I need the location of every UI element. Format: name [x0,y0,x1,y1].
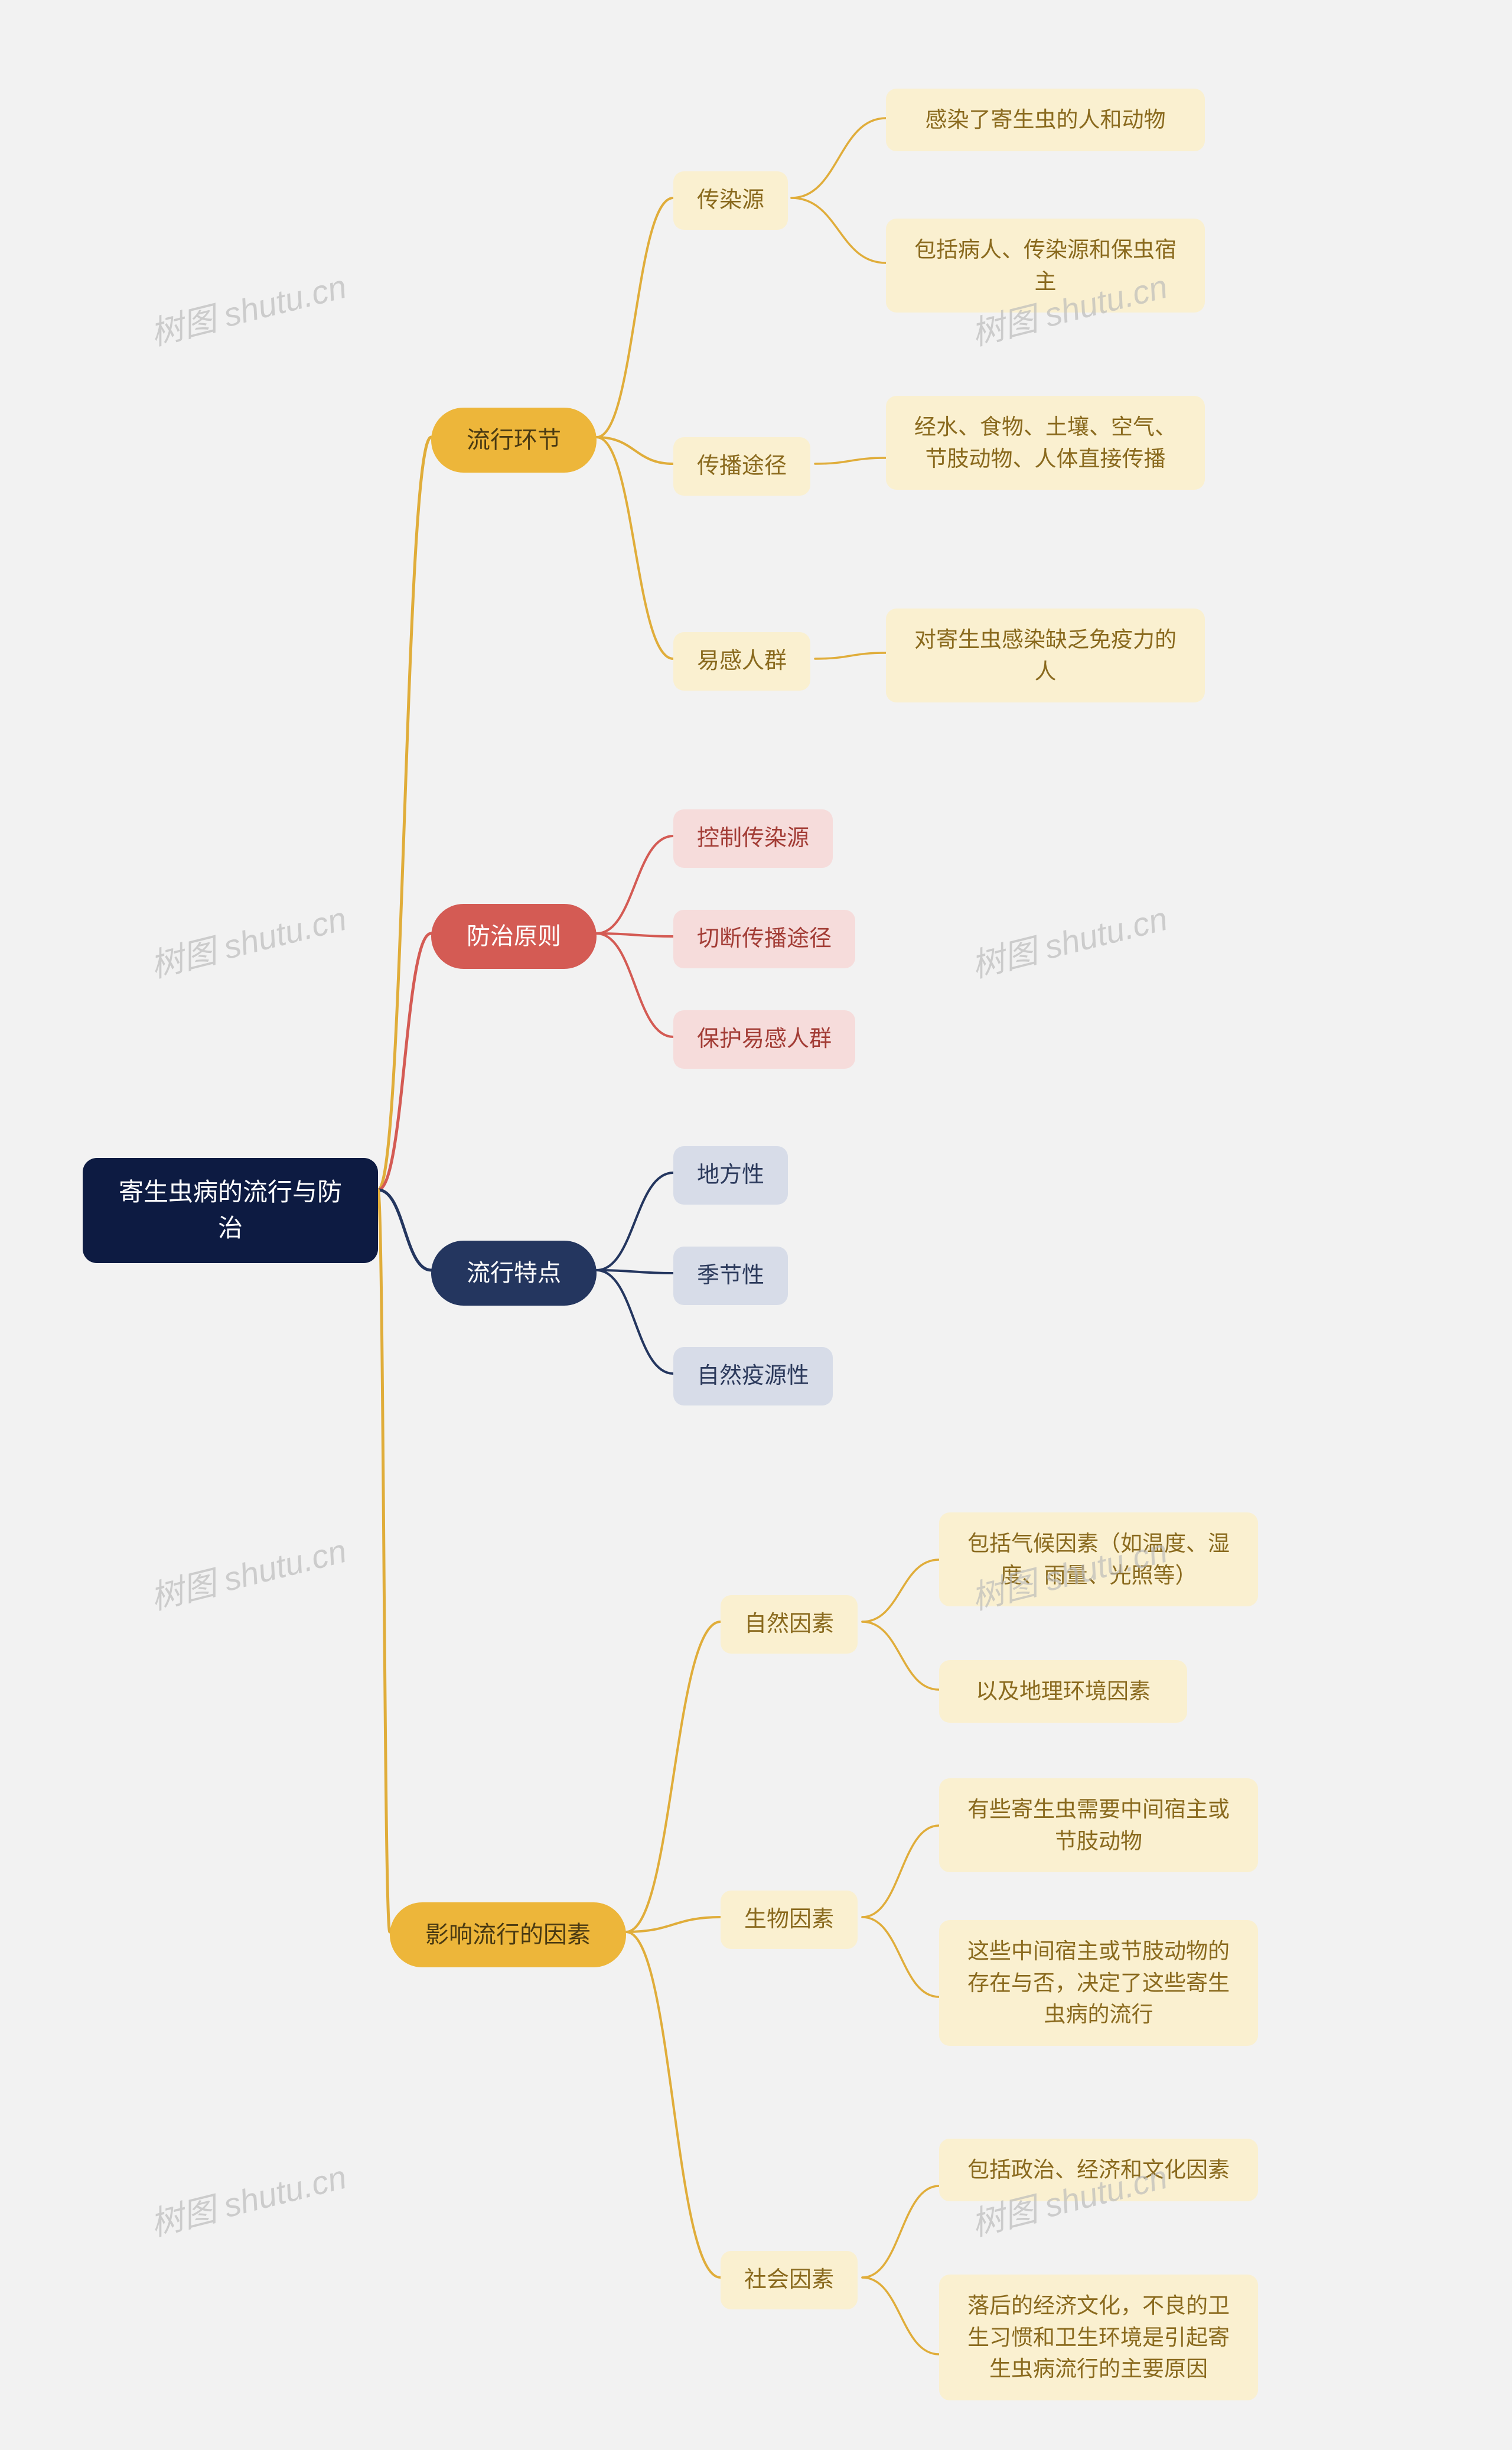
node-control-source[interactable]: 控制传染源 [673,809,833,868]
leaf-infected-hosts: 感染了寄生虫的人和动物 [886,89,1205,151]
leaf-host-presence-determines: 这些中间宿主或节肢动物的存在与否，决定了这些寄生虫病的流行 [939,1920,1258,2046]
leaf-backward-economy-hygiene: 落后的经济文化，不良的卫生习惯和卫生环境是引起寄生虫病流行的主要原因 [939,2275,1258,2400]
node-biological-factors[interactable]: 生物因素 [721,1891,858,1949]
node-natural-factors[interactable]: 自然因素 [721,1595,858,1654]
watermark: 树图 shutu.cn [145,260,351,355]
node-susceptible-population[interactable]: 易感人群 [673,632,810,691]
leaf-transmission-media: 经水、食物、土壤、空气、节肢动物、人体直接传播 [886,396,1205,490]
node-natural-focus[interactable]: 自然疫源性 [673,1347,833,1405]
node-protect-susceptible[interactable]: 保护易感人群 [673,1010,855,1069]
node-infection-source[interactable]: 传染源 [673,171,788,230]
leaf-climate-factors: 包括气候因素（如温度、湿度、雨量、光照等） [939,1512,1258,1606]
watermark: 树图 shutu.cn [145,892,351,987]
leaf-patients-sources-carriers: 包括病人、传染源和保虫宿主 [886,219,1205,313]
branch-epidemic-links[interactable]: 流行环节 [431,408,597,473]
watermark: 树图 shutu.cn [145,2150,351,2246]
node-seasonality[interactable]: 季节性 [673,1247,788,1305]
root-node[interactable]: 寄生虫病的流行与防治 [83,1158,378,1263]
watermark: 树图 shutu.cn [145,1524,351,1619]
leaf-lack-immunity: 对寄生虫感染缺乏免疫力的人 [886,609,1205,702]
leaf-intermediate-host: 有些寄生虫需要中间宿主或节肢动物 [939,1778,1258,1872]
node-social-factors[interactable]: 社会因素 [721,2251,858,2309]
branch-influencing-factors[interactable]: 影响流行的因素 [390,1902,626,1967]
node-transmission-route[interactable]: 传播途径 [673,437,810,496]
leaf-political-economic-cultural: 包括政治、经济和文化因素 [939,2139,1258,2201]
branch-epidemic-features[interactable]: 流行特点 [431,1241,597,1306]
node-cut-route[interactable]: 切断传播途径 [673,910,855,968]
watermark: 树图 shutu.cn [966,892,1172,987]
leaf-geographic-factors: 以及地理环境因素 [939,1660,1187,1723]
node-locality[interactable]: 地方性 [673,1146,788,1205]
branch-prevention-principles[interactable]: 防治原则 [431,904,597,969]
